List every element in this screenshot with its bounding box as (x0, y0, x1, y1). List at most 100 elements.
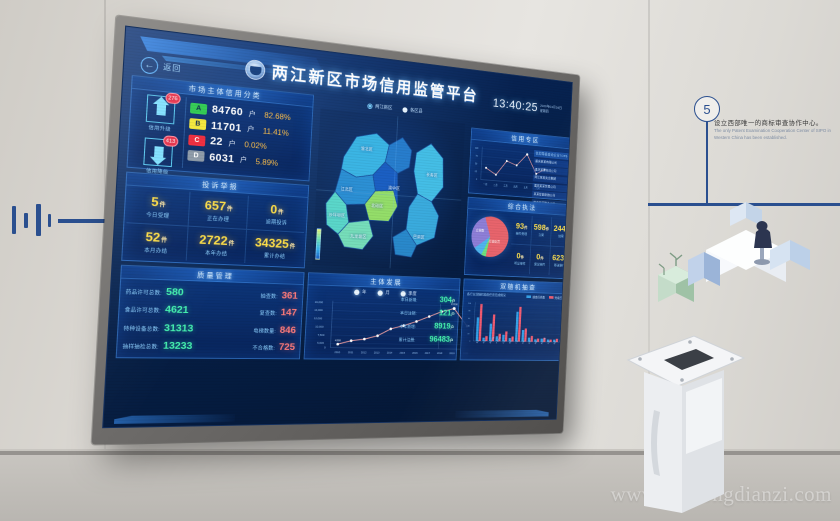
credit-unit-c: 户 (228, 138, 236, 148)
credit-unit-a: 户 (248, 109, 257, 119)
arrow-left-icon: ← (140, 56, 159, 75)
complaint-cell-0[interactable]: 5件 今日受理 (126, 187, 191, 227)
svg-text:产品质量: 产品质量 (495, 335, 502, 344)
svg-text:三月: 三月 (503, 184, 508, 188)
quality-row-4[interactable]: 抽查数: 361 (260, 289, 299, 302)
map-label-6: 长寿区 (426, 172, 438, 178)
clock-time: 13:40:25 (492, 95, 539, 114)
quality-right-col: 抽查数: 361 复查数: 147 电梯数量: 846 不合格数: (225, 285, 298, 355)
svg-text:50: 50 (475, 163, 478, 165)
svg-text:知识产权: 知识产权 (540, 336, 547, 345)
svg-text:网络: 网络 (534, 339, 539, 345)
complaint-cell-4[interactable]: 2722件 本年办结 (186, 226, 248, 264)
svg-text:六月: 六月 (536, 186, 540, 190)
map-legend-item-1[interactable]: 各区县 (402, 106, 423, 114)
radio-month[interactable]: 月 (377, 289, 390, 296)
panel-map: 两江新区 各区县 (308, 95, 468, 275)
develop-stat-2[interactable]: 本年新增: 8919户 (399, 321, 455, 331)
radio-year[interactable]: 年 (354, 289, 367, 295)
credit-count-a: 84760 (211, 104, 244, 119)
integrated-cell-3[interactable]: 0件 听证案件 (509, 243, 532, 275)
panel-quality: 质量管理 药品许可总数: 580 食品许可总数: 4621 特种设备总数: (115, 264, 305, 360)
credit-downgrade-badge: 413 (162, 135, 179, 148)
credit-upgrade-icon[interactable]: 276 (145, 92, 181, 125)
quality-row-7[interactable]: 不合格数: 725 (252, 341, 296, 353)
bar-legend-1[interactable]: 完成任务数 (548, 295, 567, 300)
svg-text:5,000: 5,000 (317, 341, 324, 345)
svg-text:计量: 计量 (501, 339, 506, 345)
map-label-5: 渝中区 (388, 185, 401, 192)
svg-text:60: 60 (468, 318, 471, 320)
svg-text:二月: 二月 (493, 183, 498, 187)
develop-stat-1[interactable]: 本日注销: 121户 (399, 308, 455, 318)
quality-row-6[interactable]: 电梯数量: 846 (253, 324, 297, 336)
svg-text:100: 100 (468, 303, 472, 305)
svg-text:2018: 2018 (437, 351, 443, 355)
svg-text:0: 0 (476, 179, 478, 181)
credit-downgrade-icon[interactable]: 413 (143, 135, 179, 168)
svg-text:2011: 2011 (348, 350, 354, 354)
svg-text:2010: 2010 (334, 350, 340, 354)
pie-label-0: 立案数 (475, 228, 485, 233)
svg-text:价格: 价格 (521, 339, 526, 345)
credit-pct-c: 0.02% (244, 139, 268, 152)
panel-integrated: 综合执法 立案数 行政处罚 93件 案件受理 598件 立案 244件 (463, 196, 573, 280)
supervision-bar-chart[interactable]: 100 80 60 40 20 0 (464, 299, 567, 357)
credit-rows: A 84760 户 82.68% B 11701 户 11.41% C 22 (187, 100, 308, 173)
dashboard: ← 返回 两江新区市场信用监管平台 13:40:25 2020年03月26日 星… (103, 27, 573, 428)
kiosk-stand (626, 335, 746, 513)
complaint-cell-3[interactable]: 52件 本月办结 (124, 222, 189, 261)
svg-text:广告: 广告 (514, 339, 519, 345)
complaint-cell-2[interactable]: 0件 逾期投诉 (247, 195, 306, 233)
radio-dot-icon (377, 289, 383, 296)
svg-text:12,000: 12,000 (314, 316, 323, 320)
svg-text:2014: 2014 (387, 351, 393, 355)
wall-bar-2 (24, 213, 28, 228)
svg-text:15300: 15300 (451, 302, 458, 306)
footer-deco-right (455, 410, 549, 418)
wall-step-number: 5 (694, 96, 720, 122)
svg-text:特种设备: 特种设备 (488, 335, 495, 344)
quality-row-0[interactable]: 药品许可总数: 580 (125, 286, 185, 299)
map-legend-item-0[interactable]: 两江新区 (367, 102, 392, 111)
wall-seam-right (648, 0, 650, 521)
svg-text:75: 75 (475, 156, 478, 158)
svg-text:2015: 2015 (399, 351, 405, 355)
integrated-cell-0[interactable]: 93件 案件受理 (511, 214, 533, 246)
clock-widget: 13:40:25 2020年03月26日 星期四 (493, 95, 563, 116)
svg-text:合同: 合同 (527, 340, 532, 345)
pie-label-1: 行政处罚 (488, 239, 501, 244)
integrated-cell-4[interactable]: 0件 复议案件 (529, 245, 551, 276)
develop-line-chart[interactable]: 16,000 14,000 12,000 10,000 7,500 5,000 0 20… (310, 296, 482, 356)
svg-text:一月: 一月 (483, 182, 488, 186)
quality-row-5[interactable]: 复查数: 147 (259, 307, 298, 319)
complaint-cell-1[interactable]: 657件 正在办理 (188, 191, 250, 230)
quality-row-1[interactable]: 食品许可总数: 4621 (124, 304, 189, 317)
quality-left-col: 药品许可总数: 580 食品许可总数: 4621 特种设备总数: 31313 (122, 282, 229, 355)
clock-date: 2020年03月26日 星期四 (539, 103, 562, 114)
integrated-pie-chart[interactable] (470, 215, 510, 258)
quality-grid: 药品许可总数: 580 食品许可总数: 4621 特种设备总数: 31313 (122, 282, 298, 356)
bar-legend-0[interactable]: 抽查任务数 (526, 294, 545, 299)
panel-complaints: 投诉举报 5件 今日受理 657件 正在办理 0件 逾期投诉 (121, 171, 310, 269)
credit-pct-a: 82.68% (264, 110, 291, 123)
svg-text:商标: 商标 (508, 339, 513, 345)
panel-trend: 信用专区 (468, 127, 573, 209)
trend-line-chart[interactable]: 100 75 50 25 0 一月 二月 三月 四月 五月 六月 (472, 143, 548, 194)
back-button[interactable]: ← 返回 (140, 56, 182, 77)
quality-row-2[interactable]: 特种设备总数: 31313 (123, 321, 194, 335)
integrated-cell-2[interactable]: 244件 结案 (550, 217, 572, 248)
complaints-grid: 5件 今日受理 657件 正在办理 0件 逾期投诉 52件 本月办结 (124, 187, 306, 266)
complaint-cell-5[interactable]: 34325件 累计办结 (254, 234, 296, 260)
integrated-cell-5[interactable]: 623件 移送案件 (552, 253, 568, 268)
map-regions (312, 108, 465, 271)
develop-stat-3[interactable]: 累计注册: 96483户 (398, 334, 454, 344)
wall-stem (706, 122, 708, 204)
panel-credit-classification: 市场主体信用分类 276 信用升级 413 信用降级 (126, 74, 315, 182)
svg-text:2013: 2013 (374, 351, 380, 355)
quality-row-3[interactable]: 抽样抽检总数: 13233 (122, 339, 193, 352)
map-canvas[interactable]: 渝北区 渝中区 江北区 北碚区 沙坪坝区 九龙坡区 长寿区 巴南区 (312, 108, 466, 272)
integrated-cell-1[interactable]: 598件 立案 (531, 215, 553, 247)
wall-bar-1 (12, 206, 16, 234)
